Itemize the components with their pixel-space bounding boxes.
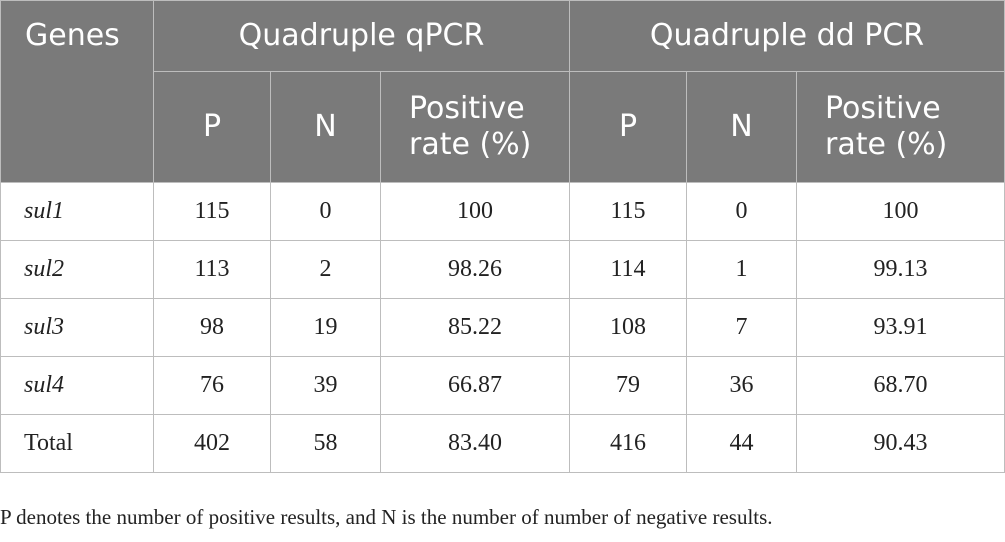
gene-cell: sul2 — [0, 240, 154, 299]
qpcr-p-cell: 113 — [153, 240, 271, 299]
total-row: Total 402 58 83.40 416 44 90.43 — [0, 414, 1005, 473]
qpcr-rate-cell: 85.22 — [380, 298, 570, 357]
qpcr-p-cell: 76 — [153, 356, 271, 415]
table-footnote: P denotes the number of positive results… — [0, 505, 773, 529]
ddpcr-n-cell: 7 — [686, 298, 797, 357]
table-row: sul4 76 39 66.87 79 36 68.70 — [0, 356, 1005, 415]
ddpcr-n-header: N — [686, 71, 797, 183]
qpcr-p-cell: 98 — [153, 298, 271, 357]
qpcr-n-cell: 0 — [270, 182, 381, 241]
ddpcr-p-cell: 416 — [569, 414, 687, 473]
qpcr-p-header: P — [153, 71, 271, 183]
ddpcr-p-cell: 115 — [569, 182, 687, 241]
table-row: sul1 115 0 100 115 0 100 — [0, 182, 1005, 241]
qpcr-p-cell: 115 — [153, 182, 271, 241]
header-row-columns: P N Positive rate (%) P N Positive rate … — [1, 71, 1005, 183]
qpcr-n-cell: 19 — [270, 298, 381, 357]
table-row: sul3 98 19 85.22 108 7 93.91 — [0, 298, 1005, 357]
qpcr-n-cell: 39 — [270, 356, 381, 415]
ddpcr-n-cell: 36 — [686, 356, 797, 415]
group-header-ddpcr: Quadruple dd PCR — [568, 0, 1005, 72]
qpcr-rate-header: Positive rate (%) — [380, 71, 570, 183]
ddpcr-p-header: P — [569, 71, 687, 183]
qpcr-p-cell: 402 — [153, 414, 271, 473]
ddpcr-rate-cell: 90.43 — [795, 414, 1005, 473]
ddpcr-n-cell: 1 — [686, 240, 797, 299]
qpcr-rate-cell: 100 — [380, 182, 570, 241]
table-row: sul2 113 2 98.26 114 1 99.13 — [0, 240, 1005, 299]
ddpcr-rate-cell: 68.70 — [795, 356, 1005, 415]
qpcr-n-cell: 2 — [270, 240, 381, 299]
ddpcr-rate-cell: 93.91 — [795, 298, 1005, 357]
ddpcr-p-cell: 114 — [569, 240, 687, 299]
ddpcr-rate-cell: 99.13 — [795, 240, 1005, 299]
gene-cell: sul3 — [0, 298, 154, 357]
ddpcr-rate-cell: 100 — [795, 182, 1005, 241]
results-table: Genes Quadruple qPCR Quadruple dd PCR P … — [0, 0, 1005, 473]
gene-cell: Total — [0, 414, 154, 473]
qpcr-n-cell: 58 — [270, 414, 381, 473]
qpcr-rate-cell: 83.40 — [380, 414, 570, 473]
header-row-groups: Genes Quadruple qPCR Quadruple dd PCR — [0, 0, 1005, 183]
ddpcr-p-cell: 108 — [569, 298, 687, 357]
group-header-qpcr: Quadruple qPCR — [153, 0, 570, 72]
genes-header: Genes — [0, 0, 154, 183]
qpcr-rate-cell: 66.87 — [380, 356, 570, 415]
qpcr-n-header: N — [270, 71, 381, 183]
ddpcr-p-cell: 79 — [569, 356, 687, 415]
ddpcr-n-cell: 44 — [686, 414, 797, 473]
gene-cell: sul4 — [0, 356, 154, 415]
ddpcr-rate-header: Positive rate (%) — [795, 71, 1005, 183]
qpcr-rate-cell: 98.26 — [380, 240, 570, 299]
gene-cell: sul1 — [0, 182, 154, 241]
ddpcr-n-cell: 0 — [686, 182, 797, 241]
